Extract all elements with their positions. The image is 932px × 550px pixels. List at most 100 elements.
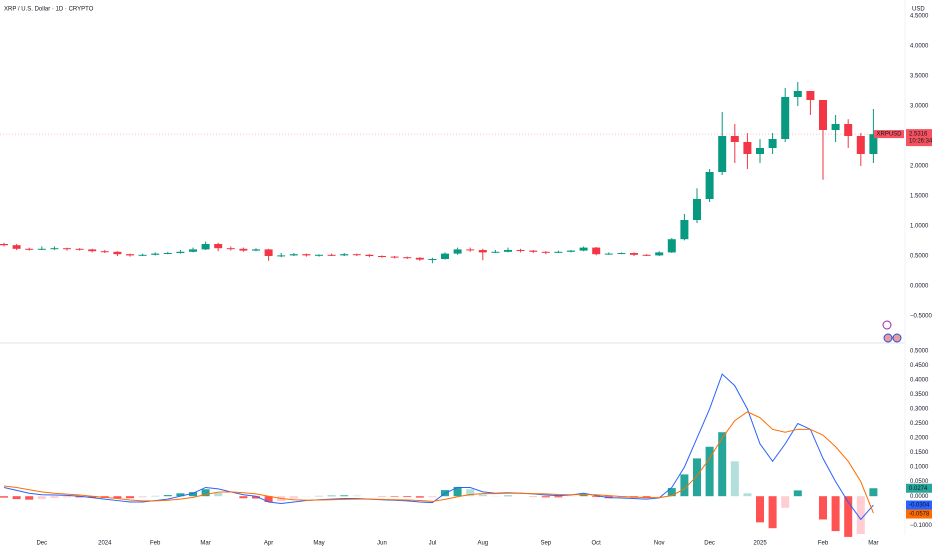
histogram-bar [844,496,853,537]
price-label: 2.5316 [909,132,928,138]
candle-body [25,248,34,250]
candle-body [630,253,638,255]
histogram-bar [88,496,97,498]
candle-body [88,249,97,252]
candle-body [718,136,727,172]
candle-body [100,251,109,253]
value-label: -0.0304 [909,503,930,509]
histogram-bar [718,432,727,497]
candle-body [478,250,487,253]
candle-body [466,249,475,251]
histogram-bar [75,496,84,498]
y-tick-label: −0.5000 [910,314,932,320]
event-icon [892,333,902,343]
histogram-bar [25,496,34,500]
candle-body [390,256,399,258]
candle-body [491,251,500,253]
candle-body [113,251,122,255]
candle-body [75,248,84,250]
y-tick-label: 4.0000 [910,44,929,50]
y-tick-label: 0.0500 [910,479,929,485]
value-box [906,483,932,493]
icons [882,320,902,343]
candle-body [579,247,588,251]
candle-body [277,255,286,257]
y-tick-label: 0.5000 [910,254,929,260]
candle-body [604,253,613,255]
x-tick-label: May [313,541,324,547]
candle-body [315,254,323,256]
candle-body [415,257,424,260]
y-tick-label: 0.3500 [910,392,929,398]
candle-body [37,248,46,250]
candle-body [541,251,550,253]
y-tick-label: 1.5000 [910,194,929,200]
candle-body [226,248,235,250]
histogram-bar [869,488,878,497]
histogram-bar [793,490,802,497]
x-tick-label: Oct [592,541,602,547]
candle-body [667,239,676,253]
candle-body [592,247,601,255]
histogram-bar [37,496,46,500]
candle-body [50,248,59,250]
histogram-bar [12,496,21,500]
x-tick-label: Mar [868,541,878,547]
histogram-bar [819,496,827,520]
x-tick-label: Mar [200,541,210,547]
candle-body [214,244,223,249]
x-tick-label: Feb [818,541,829,547]
candle-body [327,254,336,256]
candle-body [693,199,701,220]
histogram-bar [239,496,248,499]
candle-body [705,172,714,199]
histogram-bar [831,496,840,532]
x-tick-label: Jun [377,541,387,547]
candle-body [403,257,412,259]
x-tick-label: Apr [264,541,273,547]
candle-body [138,254,147,256]
candle-body [365,254,374,256]
candle-body [176,251,185,253]
candle-body [781,97,790,139]
histogram-bar [327,495,336,497]
candle-body [554,251,563,253]
candle-body [163,253,172,254]
candle-body [617,253,626,254]
y-tick-label: 3.5000 [910,74,929,80]
histogram-bar [176,493,185,497]
candle-body [844,124,853,136]
y-tick-label: 0.0000 [910,284,929,290]
candle-body [655,252,664,256]
histogram-bar [340,495,349,497]
histogram-bar [163,495,172,497]
candle-body [126,254,134,256]
y-tick-label: 0.5000 [910,348,929,354]
y-tick-label: 0.4500 [910,363,929,369]
histogram-bar [415,496,424,498]
histogram-bar [113,496,122,499]
y-tick-label: 2.0000 [910,164,929,170]
histogram-bar [201,489,210,497]
histogram-bar [352,495,361,497]
x-tick-label: Dec [704,541,715,547]
y-tick-label: 0.1500 [910,450,929,456]
x-tick-label: Sep [540,541,551,547]
histogram-bar [390,496,399,497]
candle-body [516,250,525,251]
histogram-bar [768,496,777,529]
macd-line [3,411,874,514]
y-tick-label: −0.1000 [910,523,932,529]
x-tick-label: Aug [477,541,488,547]
histogram-bar [63,496,71,498]
histogram-bar [541,496,550,498]
candle-body [768,139,777,148]
candle-body [252,249,260,251]
histogram-bar [579,495,588,497]
candle-body [352,254,361,256]
histogram-bar [0,496,8,498]
histogram-bar [756,496,764,523]
candle-body [856,136,865,154]
